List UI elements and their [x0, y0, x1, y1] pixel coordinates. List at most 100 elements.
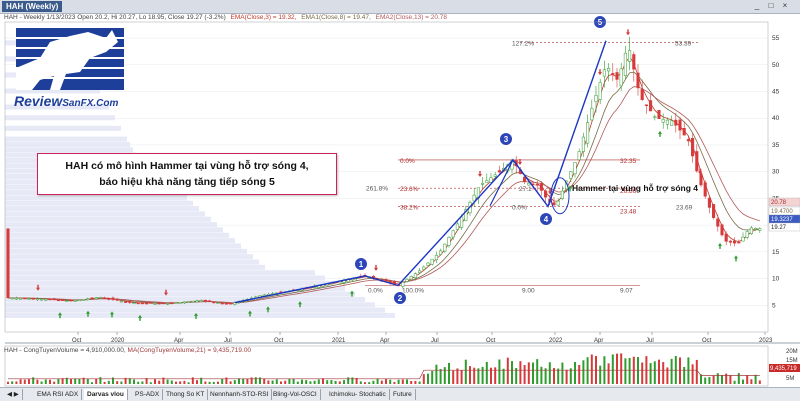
sell-arrow-icon	[374, 264, 378, 271]
wave-label: 5	[598, 18, 603, 27]
candle-body	[472, 194, 476, 202]
volume-bar	[296, 381, 299, 384]
x-tick-label: Apr	[594, 338, 603, 344]
volume-bar	[301, 379, 303, 384]
volume-bar	[86, 378, 89, 384]
volume-profile-bar	[5, 248, 247, 254]
volume-bar	[574, 362, 576, 384]
candle-body	[737, 241, 741, 244]
tab-bling-vol[interactable]: Bling-Vol-OSCI	[270, 389, 321, 400]
volume-bar	[317, 379, 320, 384]
volume-profile-bar	[5, 264, 265, 270]
volume-bar	[422, 374, 425, 384]
volume-profile-bar	[5, 136, 127, 142]
price-tag-label: 20.78	[771, 200, 787, 206]
volume-bar	[225, 377, 228, 384]
tab-thong-so-kt[interactable]: Thong So KT	[163, 389, 209, 400]
volume-bar	[662, 362, 665, 384]
close-icon[interactable]: ×	[782, 1, 788, 10]
volume-bar	[78, 378, 81, 384]
volume-bar	[548, 362, 551, 384]
volume-bar	[158, 380, 161, 384]
volume-bar	[418, 381, 421, 384]
candle-body	[140, 302, 144, 305]
x-tick-label: Apr	[380, 338, 389, 344]
indicator-tabs-bar: ◀ ▶ EMA RSI ADX Darvas vlou PS-ADX Thong…	[0, 387, 800, 401]
tab-ema-rsi-adx[interactable]: EMA RSI ADX	[34, 389, 83, 400]
candle-body	[409, 276, 413, 280]
volume-bar	[347, 377, 350, 384]
volume-profile-bar	[5, 200, 193, 206]
volume-bar	[414, 380, 417, 384]
volume-bar	[406, 379, 408, 384]
volume-bar	[494, 367, 497, 384]
volume-bar	[742, 379, 744, 384]
candle-body	[224, 303, 228, 305]
volume-bar	[112, 377, 114, 384]
candle-body	[6, 228, 10, 299]
volume-info-line: HAH - CongTuyenVolume = 4,910,000.00, MA…	[4, 347, 251, 354]
volume-bar	[683, 366, 686, 384]
volume-bar	[259, 377, 261, 384]
volume-bar	[61, 378, 64, 384]
candle-body	[733, 240, 737, 244]
tab-ps-adx[interactable]: PS-ADX	[132, 389, 164, 400]
candle-body	[103, 297, 107, 300]
volume-profile-bar	[5, 227, 223, 233]
y-tick-label: 30	[772, 169, 780, 176]
candle-body	[220, 302, 224, 305]
candle-body	[611, 73, 615, 75]
fib-lines: 0.0% 100.0% 9.00 9.07 127.2% 53.39 0.0% 32.35 26…	[365, 40, 700, 295]
tab-ichimoku[interactable]: Ichimoku- Stochatic	[326, 389, 390, 400]
tab-nennhanh[interactable]: Nennhanh-STO-RSI	[207, 389, 273, 400]
fib-label: 0.0%	[512, 204, 527, 211]
x-tick-label: 2020	[111, 338, 125, 344]
volume-ma-line	[8, 369, 760, 380]
candle-body	[195, 300, 199, 303]
x-tick-label: 2022	[549, 338, 563, 344]
x-tick-label: Apr	[174, 338, 183, 344]
grid	[5, 37, 768, 306]
volume-profile-bar	[5, 195, 187, 201]
candle-body	[35, 298, 39, 301]
candle-body	[31, 298, 35, 300]
candle-body	[212, 301, 216, 304]
volume-info: HAH - CongTuyenVolume = 4,910,000.00,	[4, 347, 126, 354]
buy-arrow-icon	[568, 185, 572, 192]
hammer-highlight-ellipse	[550, 177, 570, 215]
x-tick-label: Oct	[274, 338, 284, 344]
volume-bar	[271, 380, 274, 384]
volume-bar	[590, 354, 593, 384]
volume-profile-bar	[5, 232, 229, 238]
volume-bar	[443, 367, 446, 384]
volume-bar	[334, 380, 337, 384]
volume-bar	[191, 377, 194, 384]
candle-body	[145, 302, 149, 305]
volume-bar	[670, 358, 673, 384]
tab-future[interactable]: Future	[390, 389, 416, 400]
annotation-line-1: HAH có mô hình Hammer tại vùng hỗ trợ só…	[65, 160, 309, 172]
volume-tick-label: 15M	[786, 358, 798, 364]
maximize-icon[interactable]: □	[768, 1, 774, 10]
volume-bar	[607, 363, 610, 384]
volume-bar	[212, 381, 215, 384]
nav-arrows-icon[interactable]: ◀ ▶	[4, 389, 23, 400]
price-tag	[768, 222, 800, 232]
logo-text-main: Review	[14, 93, 63, 109]
chart-tab[interactable]: HAH (Weekly)	[2, 1, 63, 12]
tab-darvas[interactable]: Darvas vlou	[84, 389, 128, 400]
candle-body	[695, 151, 699, 172]
volume-bar	[137, 381, 140, 384]
minimize-icon[interactable]: _	[754, 1, 760, 10]
candle-body	[573, 162, 577, 175]
candle-body	[665, 119, 669, 125]
candle-body	[418, 270, 422, 273]
candle-body	[464, 209, 468, 221]
candle-body	[581, 136, 585, 152]
volume-bar	[729, 375, 732, 384]
volume-bar	[469, 366, 471, 384]
volume-bar	[57, 378, 60, 384]
y-tick-label: 55	[772, 35, 780, 42]
candle-body	[233, 302, 237, 305]
candle-body	[485, 180, 489, 183]
